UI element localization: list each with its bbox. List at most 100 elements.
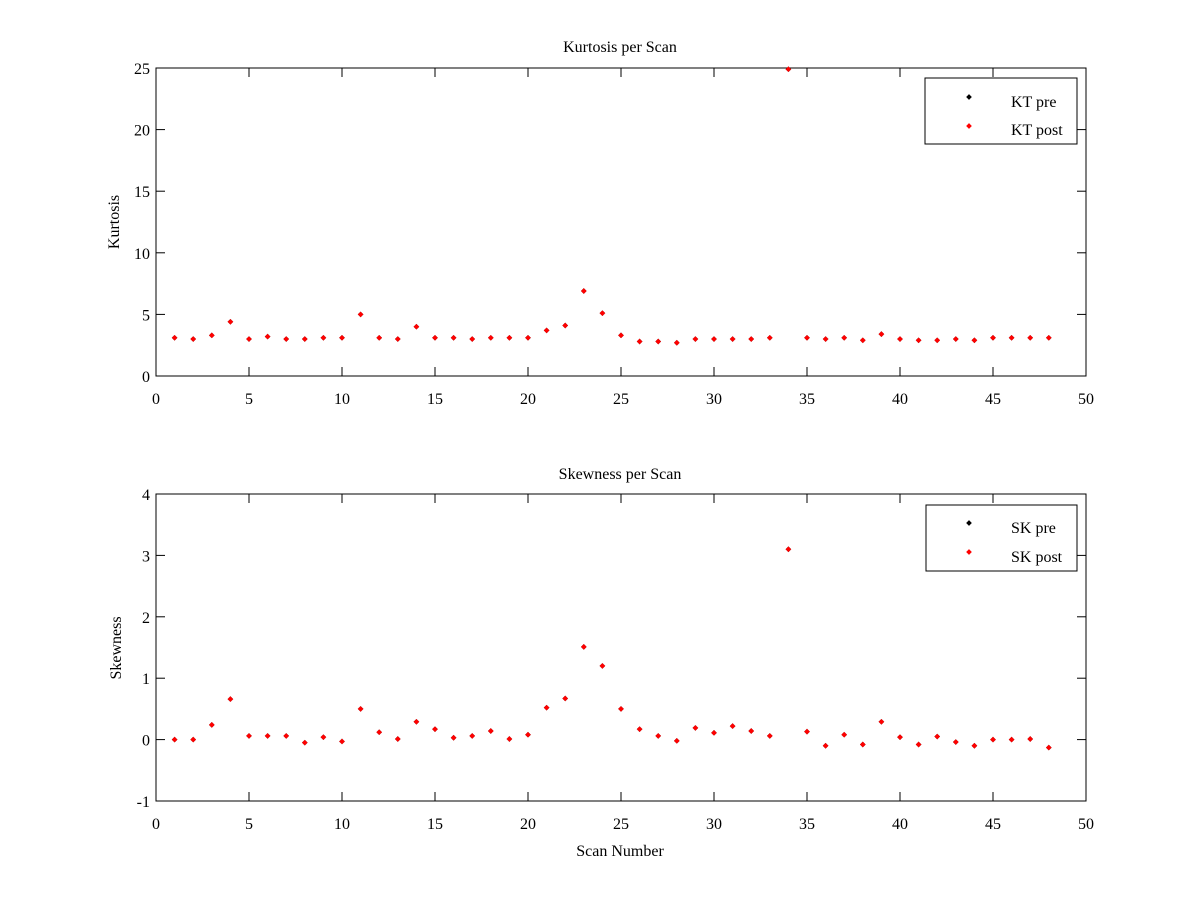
data-point-post (766, 733, 773, 739)
data-point-post (859, 337, 866, 344)
x-tick-label: 40 (892, 391, 908, 408)
x-tick-label: 10 (334, 391, 350, 408)
x-tick-label: 35 (799, 391, 815, 408)
data-point-post (692, 725, 699, 731)
x-tick-label: 25 (613, 816, 629, 833)
data-point-post (785, 66, 792, 73)
data-point-post (301, 739, 308, 746)
data-point-post (450, 334, 457, 341)
data-point-post (915, 337, 922, 344)
data-point-post (618, 332, 624, 339)
data-point-post (1008, 736, 1015, 743)
data-point-post (283, 733, 290, 739)
x-tick-label: 35 (799, 816, 815, 833)
data-point-post (897, 336, 903, 342)
data-point-post (227, 696, 234, 702)
y-tick-label: 0 (142, 369, 150, 386)
x-tick-label: 0 (152, 816, 160, 833)
data-point-post (711, 336, 717, 342)
y-tick-label: 25 (134, 61, 150, 78)
legend-marker-sk-pre (966, 520, 972, 526)
data-point-post (841, 334, 848, 341)
data-point-post (506, 736, 513, 742)
data-point-post (376, 334, 383, 341)
data-point-post (320, 334, 327, 341)
legend-marker-kt-pre (966, 94, 972, 100)
data-point-post (636, 338, 643, 345)
data-point-post (655, 733, 662, 739)
data-point-post (562, 695, 569, 702)
data-point-post (990, 736, 996, 743)
data-point-post (729, 336, 736, 342)
data-point-post (171, 736, 178, 743)
data-point-post (227, 318, 234, 325)
x-tick-label: 40 (892, 816, 908, 833)
data-point-post (487, 728, 494, 734)
data-point-post (339, 334, 345, 341)
data-point-post (525, 334, 531, 341)
y-tick-label: 15 (134, 184, 150, 201)
data-point-post (506, 334, 513, 341)
data-point-post (580, 288, 587, 294)
data-point-post (878, 718, 885, 725)
skewness-chart-title: Skewness per Scan (559, 466, 682, 483)
data-point-post (264, 733, 271, 739)
x-tick-label: 5 (245, 391, 253, 408)
data-point-post (525, 731, 531, 738)
skewness-markers (171, 546, 1052, 751)
data-point-post (673, 737, 680, 744)
data-point-post (748, 728, 755, 734)
data-point-post (804, 334, 810, 341)
x-tick-label: 30 (706, 391, 722, 408)
data-point-post (376, 729, 383, 736)
legend-label-sk-post: SK post (1011, 549, 1063, 566)
skewness-subplot: Skewness per Scan Skewness Scan Number 0… (108, 466, 1094, 860)
data-point-post (618, 706, 624, 712)
data-point-post (301, 336, 308, 342)
data-point-post (432, 726, 438, 732)
kurtosis-ticks: 0 5 10 15 20 25 30 35 40 45 50 0 5 10 15 20 25 (134, 61, 1094, 408)
data-point-post (711, 730, 717, 736)
data-point-post (655, 338, 662, 345)
data-point-post (1027, 736, 1034, 742)
data-point-post (934, 733, 941, 740)
x-tick-label: 25 (613, 391, 629, 408)
data-point-post (599, 663, 606, 669)
y-tick-label: 4 (142, 487, 150, 504)
x-tick-label: 20 (520, 391, 536, 408)
data-point-post (673, 339, 680, 346)
data-point-post (208, 332, 215, 339)
data-point-post (171, 334, 178, 341)
kurtosis-legend: KT pre KT post (924, 77, 1078, 145)
data-point-post (469, 733, 476, 739)
x-tick-label: 45 (985, 816, 1001, 833)
legend-marker-kt-post (966, 123, 972, 129)
data-point-post (804, 728, 810, 735)
data-point-post (208, 722, 215, 728)
data-point-post (599, 310, 606, 316)
legend-marker-sk-post (966, 549, 972, 555)
data-point-post (729, 723, 736, 729)
data-point-post (1008, 334, 1015, 341)
x-tick-label: 10 (334, 816, 350, 833)
data-point-post (748, 336, 755, 342)
data-point-post (246, 336, 252, 342)
y-tick-label: 1 (142, 671, 150, 688)
x-tick-label: 30 (706, 816, 722, 833)
x-tick-label: 15 (427, 391, 443, 408)
x-tick-label: 50 (1078, 816, 1094, 833)
data-point-post (432, 334, 438, 341)
data-point-post (283, 336, 290, 342)
data-point-post (636, 726, 643, 732)
data-point-post (357, 706, 364, 712)
x-tick-label: 5 (245, 816, 253, 833)
data-point-post (1045, 334, 1052, 341)
data-point-post (190, 336, 197, 342)
data-point-post (859, 741, 866, 748)
legend-label-sk-pre: SK pre (1011, 520, 1056, 537)
y-tick-label: 20 (134, 123, 150, 140)
data-point-post (413, 718, 420, 725)
data-point-post (971, 337, 978, 344)
